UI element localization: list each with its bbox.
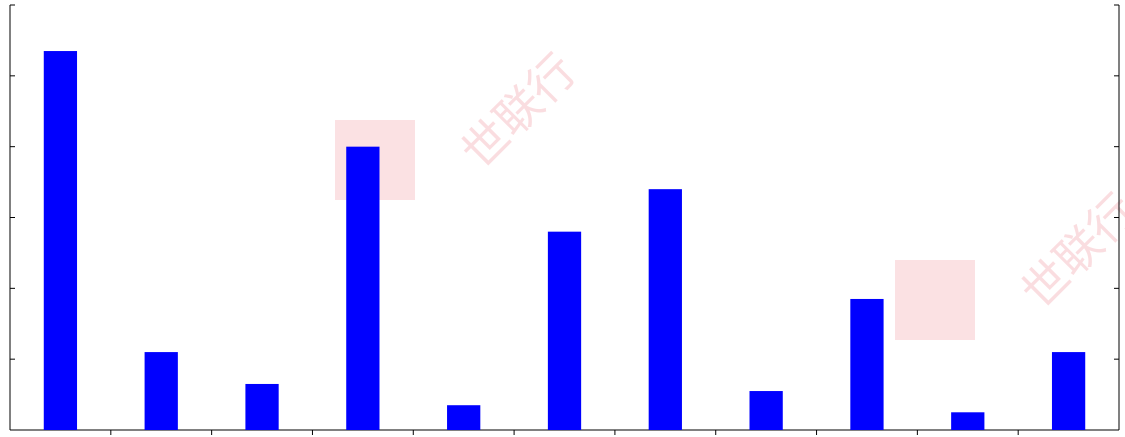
watermark-0: 世联行 (335, 43, 587, 200)
bars (43, 51, 1086, 431)
bar-6 (648, 189, 682, 430)
bar-3 (346, 146, 380, 431)
watermark-logo-icon (895, 260, 975, 340)
bar-9 (951, 412, 985, 430)
bar-4 (447, 405, 481, 430)
bar-5 (547, 231, 582, 430)
bar-7 (749, 391, 783, 430)
bar-1 (144, 352, 178, 430)
bar-8 (850, 298, 884, 430)
watermark-text: 世联行 (1011, 183, 1125, 319)
watermark-text: 世联行 (451, 43, 587, 179)
bar-10 (1051, 352, 1086, 430)
bar-0 (43, 51, 78, 430)
bar-2 (245, 383, 279, 430)
